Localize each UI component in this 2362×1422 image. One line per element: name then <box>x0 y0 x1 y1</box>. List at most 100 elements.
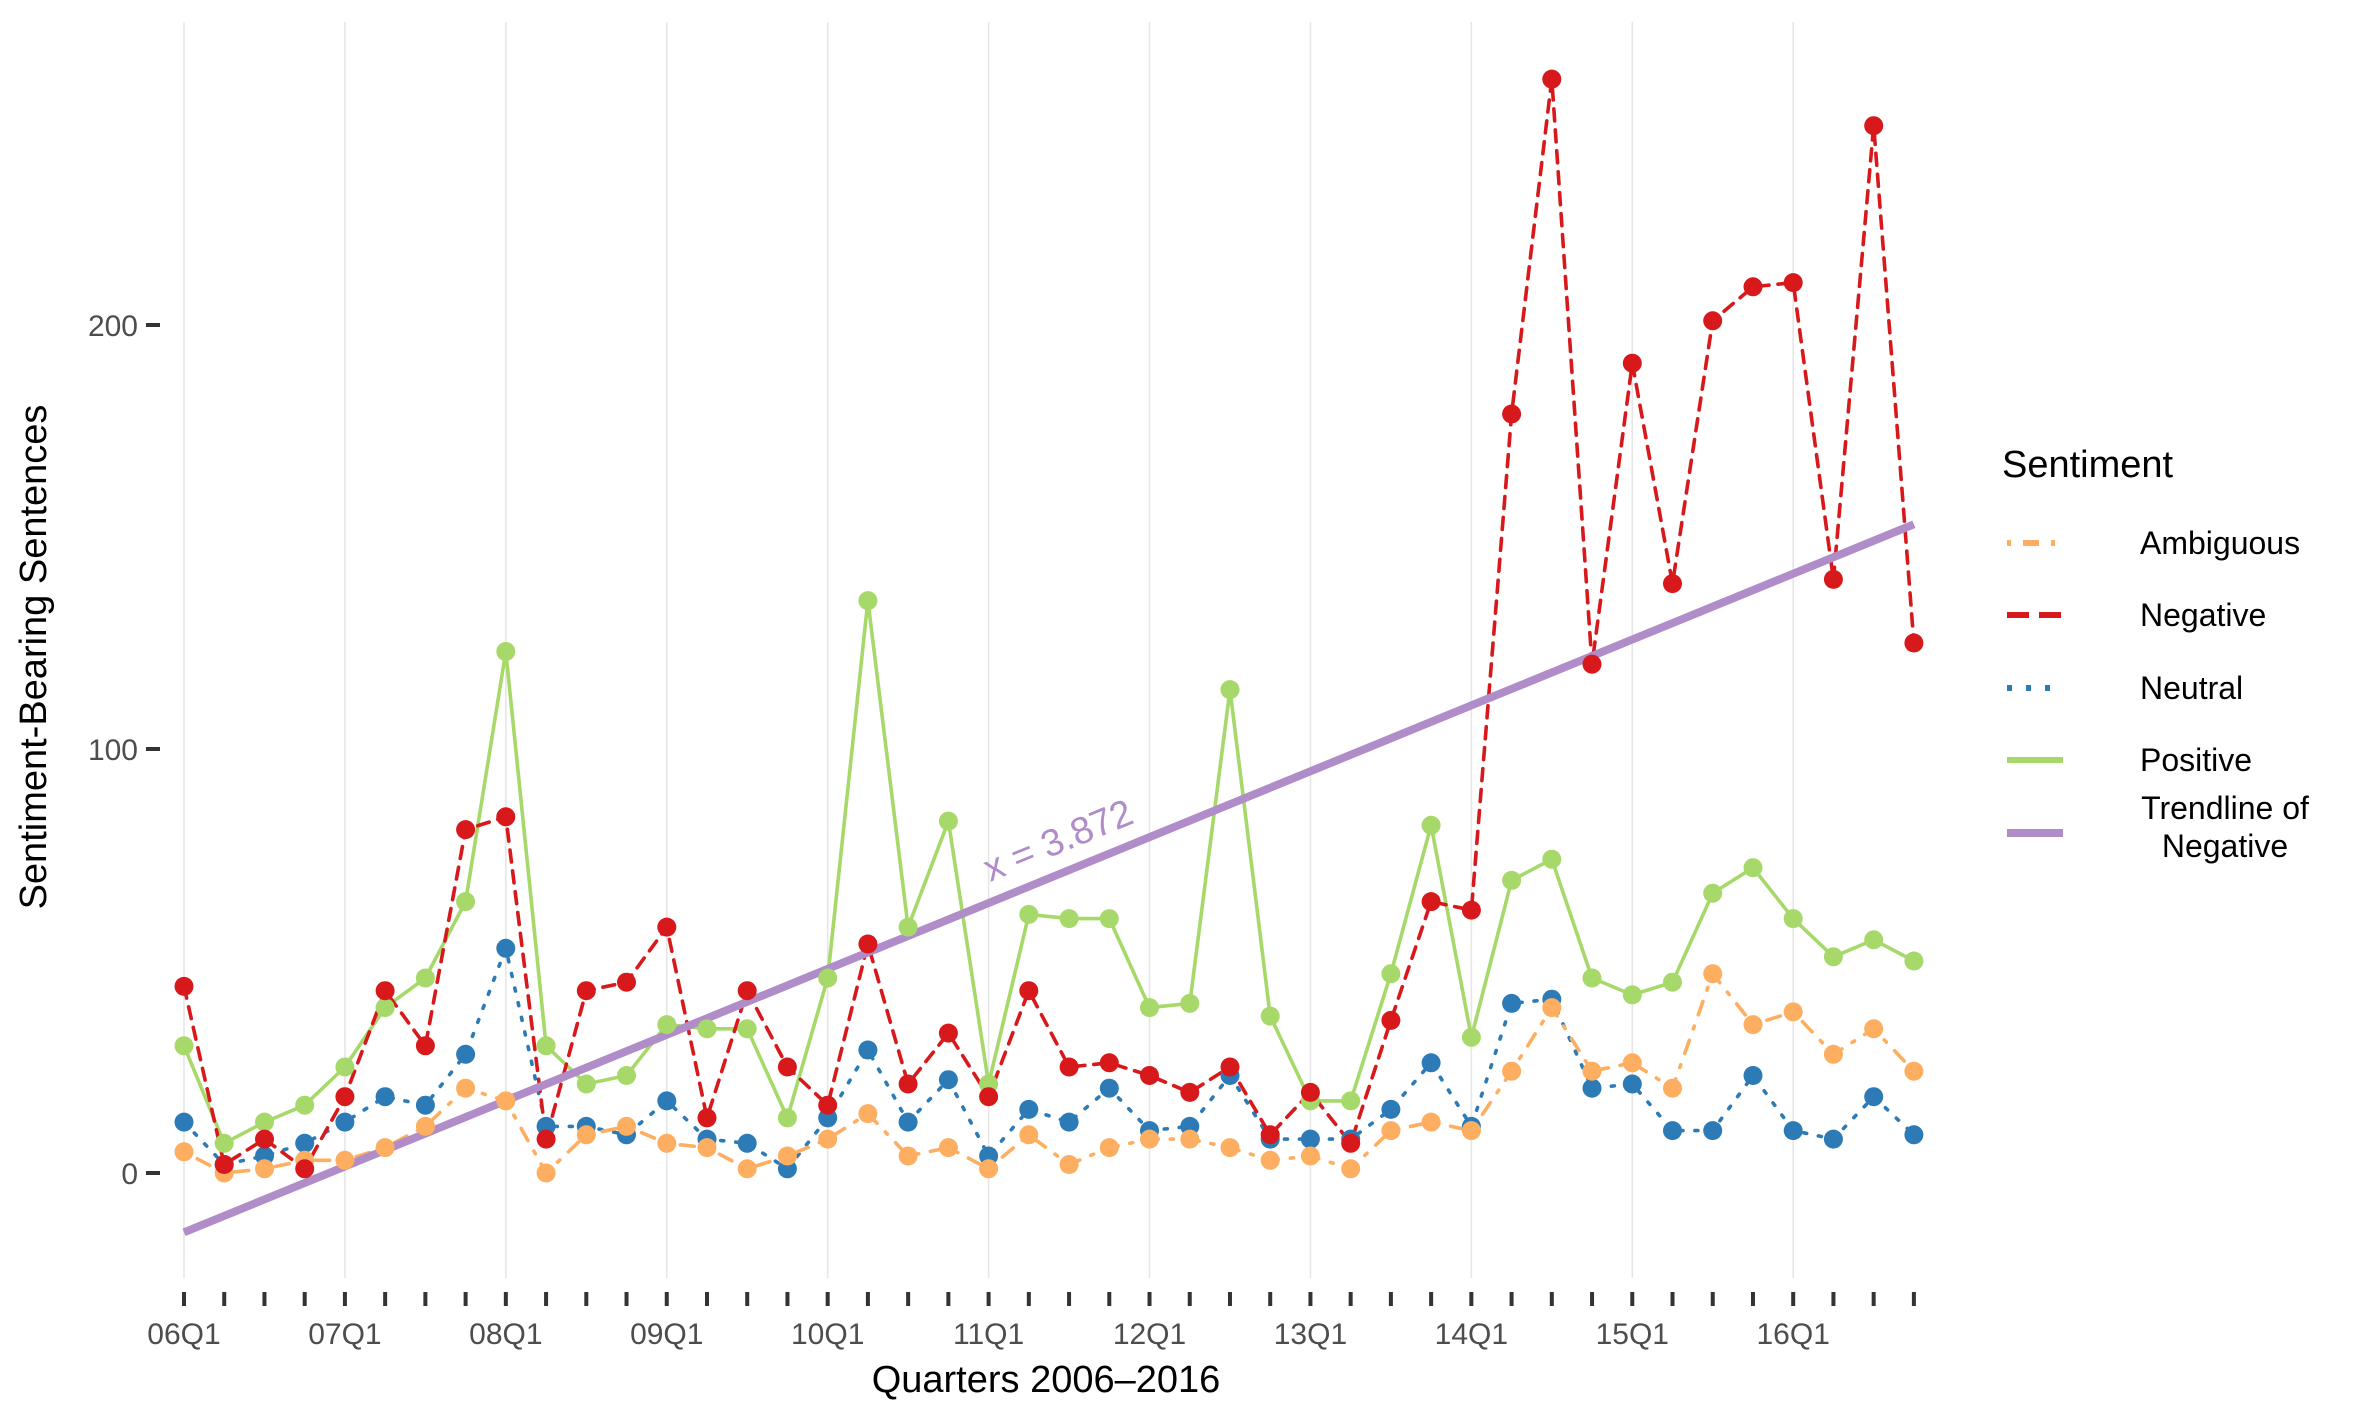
data-point-ambiguous <box>1260 1150 1280 1170</box>
data-point-ambiguous <box>255 1159 274 1179</box>
data-point-ambiguous <box>898 1146 918 1166</box>
data-point-neutral <box>1421 1053 1441 1073</box>
series-lines <box>182 77 1916 1175</box>
data-point-positive <box>1260 1006 1280 1026</box>
data-point-negative <box>496 807 516 827</box>
data-point-ambiguous <box>174 1142 194 1162</box>
x-tick-label: 10Q1 <box>791 1318 864 1351</box>
data-point-negative <box>174 976 194 996</box>
data-point-positive <box>1663 972 1682 992</box>
data-point-positive <box>1140 998 1159 1018</box>
data-point-ambiguous <box>456 1078 476 1098</box>
x-tick-label: 12Q1 <box>1113 1318 1186 1351</box>
data-point-ambiguous <box>1059 1155 1079 1174</box>
data-point-negative <box>1381 1010 1401 1030</box>
data-point-ambiguous <box>1099 1138 1119 1158</box>
data-point-positive <box>295 1095 315 1115</box>
data-point-ambiguous <box>1220 1138 1240 1158</box>
legend-label: Neutral <box>2140 670 2243 706</box>
data-point-neutral <box>657 1091 677 1111</box>
data-point-neutral <box>456 1044 476 1064</box>
data-point-positive <box>1904 951 1924 971</box>
data-point-negative <box>1341 1133 1361 1153</box>
data-point-positive <box>777 1108 797 1128</box>
x-tick-label: 16Q1 <box>1757 1318 1830 1351</box>
data-point-negative <box>214 1155 234 1174</box>
data-point-neutral <box>1864 1087 1884 1107</box>
legend: Sentiment Ambiguous Negative Neutral Positi… <box>2002 444 2309 864</box>
data-point-neutral <box>898 1112 918 1132</box>
data-point-negative <box>375 981 395 1001</box>
data-point-neutral <box>1300 1129 1320 1149</box>
data-point-ambiguous <box>1904 1061 1924 1081</box>
data-point-positive <box>1864 930 1884 950</box>
x-axis-label: Quarters 2006–2016 <box>872 1359 1221 1401</box>
data-point-ambiguous <box>496 1091 516 1111</box>
data-point-positive <box>255 1112 274 1132</box>
data-point-negative <box>456 820 476 840</box>
data-point-negative <box>1461 900 1481 920</box>
data-point-ambiguous <box>536 1163 556 1183</box>
data-point-negative <box>536 1129 556 1149</box>
series-line-neutral <box>182 946 1916 1171</box>
data-point-neutral <box>1904 1125 1924 1145</box>
data-point-positive <box>1180 993 1200 1013</box>
data-point-ambiguous <box>1461 1121 1481 1141</box>
legend-items: Ambiguous Negative Neutral Positive Trendlin… <box>2007 525 2309 864</box>
x-tick-label: 06Q1 <box>147 1318 220 1351</box>
x-tick-label: 11Q1 <box>953 1318 1024 1351</box>
data-point-positive <box>1823 947 1843 967</box>
legend-label: Trendline of Negative <box>2141 790 2309 864</box>
data-point-ambiguous <box>697 1138 717 1158</box>
data-point-neutral <box>335 1112 355 1132</box>
data-point-negative <box>1823 569 1843 589</box>
data-point-positive <box>415 968 435 988</box>
axes: 06Q1 07Q1 08Q1 09Q1 10Q1 11Q1 12Q1 13Q1 14Q1 15Q1… <box>88 310 1916 1351</box>
data-point-ambiguous <box>1421 1112 1441 1132</box>
data-point-positive <box>576 1074 596 1094</box>
data-point-positive <box>697 1019 717 1039</box>
x-tick-label: 15Q1 <box>1596 1318 1669 1351</box>
data-point-neutral <box>415 1095 435 1115</box>
data-point-positive <box>214 1133 234 1153</box>
series-line-ambiguous <box>182 971 1916 1175</box>
data-point-negative <box>858 934 878 954</box>
trendline-negative <box>182 520 1916 1237</box>
series-line-positive <box>182 598 1916 1146</box>
data-point-negative <box>1099 1053 1119 1073</box>
data-point-ambiguous <box>657 1133 677 1153</box>
data-point-neutral <box>1743 1066 1763 1085</box>
data-point-negative <box>255 1129 274 1149</box>
data-point-positive <box>1743 858 1763 878</box>
data-point-positive <box>536 1036 556 1056</box>
data-point-negative <box>737 981 757 1001</box>
data-point-ambiguous <box>1019 1125 1039 1145</box>
data-point-negative <box>415 1036 435 1056</box>
data-point-positive <box>375 998 395 1018</box>
data-point-positive <box>938 811 958 831</box>
data-point-ambiguous <box>1864 1019 1884 1039</box>
data-point-ambiguous <box>1381 1121 1401 1141</box>
data-points <box>174 69 1924 1183</box>
data-point-ambiguous <box>737 1159 757 1179</box>
data-point-neutral <box>1823 1129 1843 1149</box>
data-point-negative <box>1783 273 1803 293</box>
data-point-neutral <box>1663 1121 1682 1141</box>
data-point-positive <box>1341 1091 1361 1111</box>
data-point-negative <box>697 1108 717 1128</box>
data-point-neutral <box>496 938 516 958</box>
legend-label: Negative <box>2140 597 2266 633</box>
legend-label: Positive <box>2140 742 2252 778</box>
x-tick-label: 14Q1 <box>1435 1318 1508 1351</box>
data-point-negative <box>1300 1082 1320 1102</box>
y-tick-label: 0 <box>121 1158 138 1191</box>
data-point-positive <box>1381 964 1401 984</box>
data-point-neutral <box>1381 1099 1401 1119</box>
series-line-negative <box>182 77 1916 1171</box>
data-point-neutral <box>938 1070 958 1090</box>
data-point-neutral <box>737 1133 757 1153</box>
data-point-positive <box>1099 909 1119 929</box>
data-point-ambiguous <box>858 1104 878 1124</box>
data-point-positive <box>1703 883 1723 903</box>
data-point-neutral <box>1622 1074 1642 1094</box>
